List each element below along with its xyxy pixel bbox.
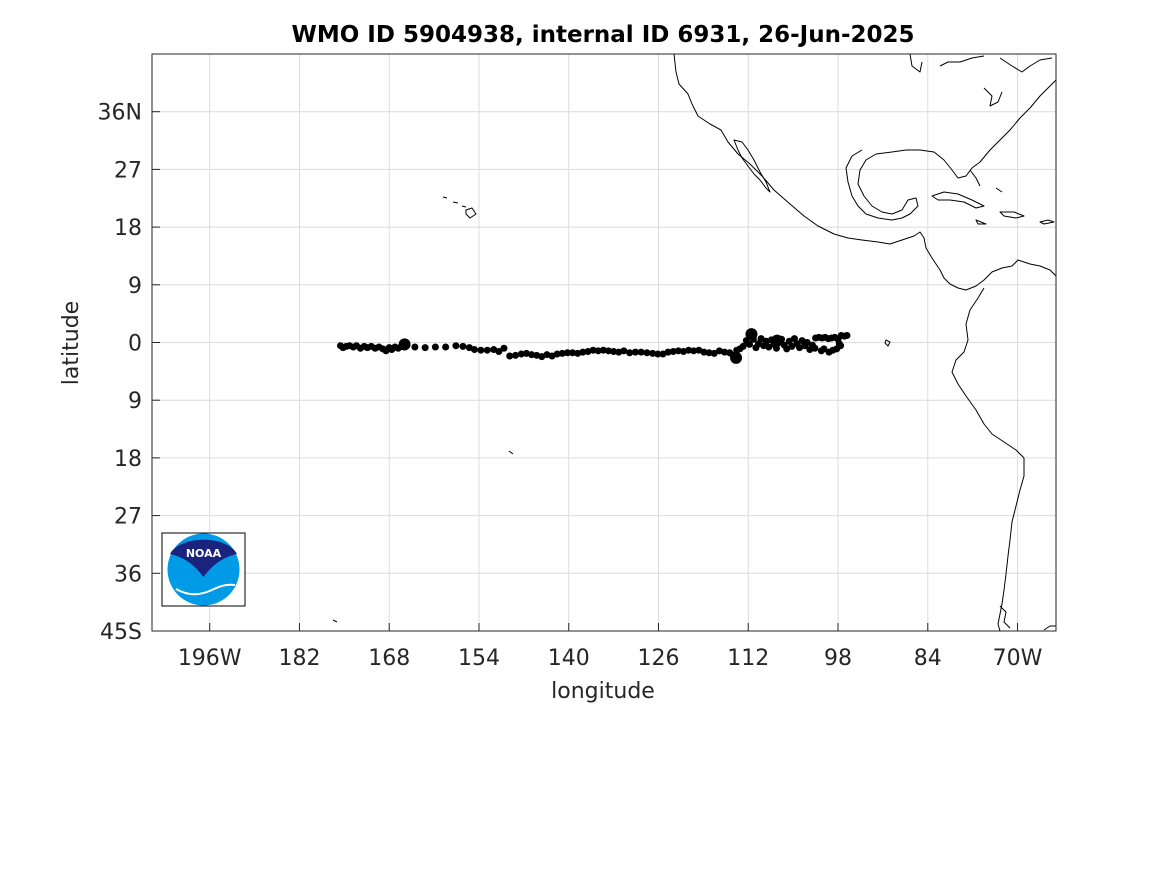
latitude-tick-label: 36 (114, 562, 142, 587)
profile-location-marker (643, 349, 651, 357)
profile-location-marker (700, 348, 708, 356)
profile-location-marker-large (771, 334, 784, 347)
noaa-logo-text: NOAA (186, 547, 222, 560)
profile-location-marker-large (398, 338, 411, 351)
longitude-tick-label: 70W (993, 646, 1043, 671)
profile-location-marker (690, 347, 698, 355)
longitude-tick-label: 140 (548, 646, 590, 671)
profile-location-marker (599, 346, 607, 354)
profile-location-marker (835, 340, 843, 348)
profile-location-marker (512, 351, 520, 359)
latitude-tick-label: 18 (114, 447, 142, 472)
profile-location-marker (604, 347, 612, 355)
profile-location-marker (579, 348, 587, 356)
map-gridlines (152, 54, 1056, 632)
profile-location-marker (477, 346, 485, 354)
profile-location-marker (495, 347, 503, 355)
coastline-caribbean-islands (931, 169, 1055, 225)
profile-location-marker (442, 343, 450, 351)
noaa-logo: NOAA (161, 532, 246, 607)
profile-location-marker (470, 346, 478, 354)
coastline-north-america (673, 54, 1056, 291)
latitude-tick-label: 9 (128, 389, 142, 414)
profile-location-marker (528, 351, 536, 359)
map-title: WMO ID 5904938, internal ID 6931, 26-Jun… (291, 22, 914, 48)
longitude-tick-label: 126 (637, 646, 679, 671)
profile-location-marker (829, 346, 837, 354)
profile-location-marker (421, 344, 429, 352)
profile-location-marker (517, 350, 525, 358)
x-axis-label: longitude (551, 679, 655, 704)
profile-location-marker (506, 352, 514, 360)
coastline-hawaii (442, 196, 477, 219)
latitude-tick-label: 9 (128, 274, 142, 299)
profile-location-marker (569, 349, 577, 357)
longitude-tick-label: 182 (278, 646, 320, 671)
latitude-tick-label: 45S (100, 620, 142, 645)
profile-location-marker (620, 347, 628, 355)
longitude-tick-label: 98 (824, 646, 852, 671)
coastline-baja-california (733, 139, 771, 193)
profile-location-marker (820, 345, 828, 353)
profile-location-marker (589, 346, 597, 354)
coastline-south-america (951, 287, 1025, 631)
profile-location-marker (553, 350, 561, 358)
longitude-tick-label: 168 (368, 646, 410, 671)
profile-location-marker (669, 347, 677, 355)
profile-location-marker (563, 349, 571, 357)
longitude-tick-labels: 196W 182 168 154 140 126 112 98 84 70W (178, 623, 1043, 671)
profile-location-marker (411, 343, 419, 351)
profile-location-marker (843, 331, 851, 339)
profile-location-marker (674, 347, 682, 355)
latitude-tick-label: 27 (114, 505, 142, 530)
profile-location-marker (772, 344, 780, 352)
profile-location-marker (705, 349, 713, 357)
profile-location-marker (637, 348, 645, 356)
profile-location-marker (459, 342, 467, 350)
profile-location-marker (721, 348, 729, 356)
profile-location-marker (626, 349, 634, 357)
profile-location-marker (500, 344, 508, 352)
latitude-tick-label: 27 (114, 158, 142, 183)
profile-location-marker (739, 342, 747, 350)
profile-location-marker (610, 347, 618, 355)
coastline-layer (332, 54, 1056, 631)
coastline-northeast (909, 54, 1053, 107)
profile-location-marker (483, 346, 491, 354)
coastline-south-america-tip (999, 605, 1056, 631)
profile-location-marker (452, 342, 460, 350)
longitude-tick-label: 84 (914, 646, 942, 671)
profile-location-marker (654, 350, 662, 358)
longitude-tick-label: 154 (458, 646, 500, 671)
coastline-gulf-of-mexico (845, 79, 1056, 221)
coastline-small-islands (332, 450, 514, 623)
profile-location-marker (664, 348, 672, 356)
longitude-tick-label: 196W (178, 646, 242, 671)
coastline-galapagos (884, 339, 891, 347)
profile-location-marker (558, 349, 566, 357)
y-axis-label: latitude (59, 301, 84, 385)
latitude-tick-label: 18 (114, 216, 142, 241)
profile-location-marker (685, 346, 693, 354)
latitude-tick-labels: 36N 27 18 9 0 9 18 27 36 45S (98, 101, 160, 645)
profile-location-marker (811, 344, 819, 352)
latitude-tick-label: 36N (98, 101, 142, 126)
profile-location-marker (649, 349, 657, 357)
profile-location-marker-large (730, 351, 743, 364)
profile-location-marker (631, 348, 639, 356)
longitude-tick-label: 112 (727, 646, 769, 671)
profile-location-marker-large (745, 328, 758, 341)
profile-location-marker (431, 343, 439, 351)
latitude-tick-label: 0 (128, 332, 142, 357)
profile-location-marker (594, 347, 602, 355)
float-track-markers (336, 328, 851, 364)
profile-location-marker (746, 340, 754, 348)
